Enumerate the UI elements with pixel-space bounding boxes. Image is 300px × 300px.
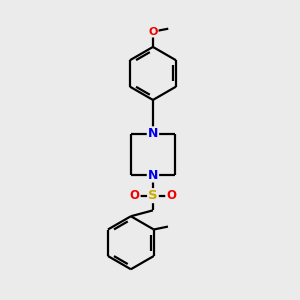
Text: O: O: [130, 189, 140, 202]
Text: O: O: [166, 189, 176, 202]
Text: N: N: [148, 169, 158, 182]
Text: S: S: [148, 189, 158, 202]
Text: N: N: [148, 127, 158, 140]
Text: O: O: [148, 27, 158, 37]
